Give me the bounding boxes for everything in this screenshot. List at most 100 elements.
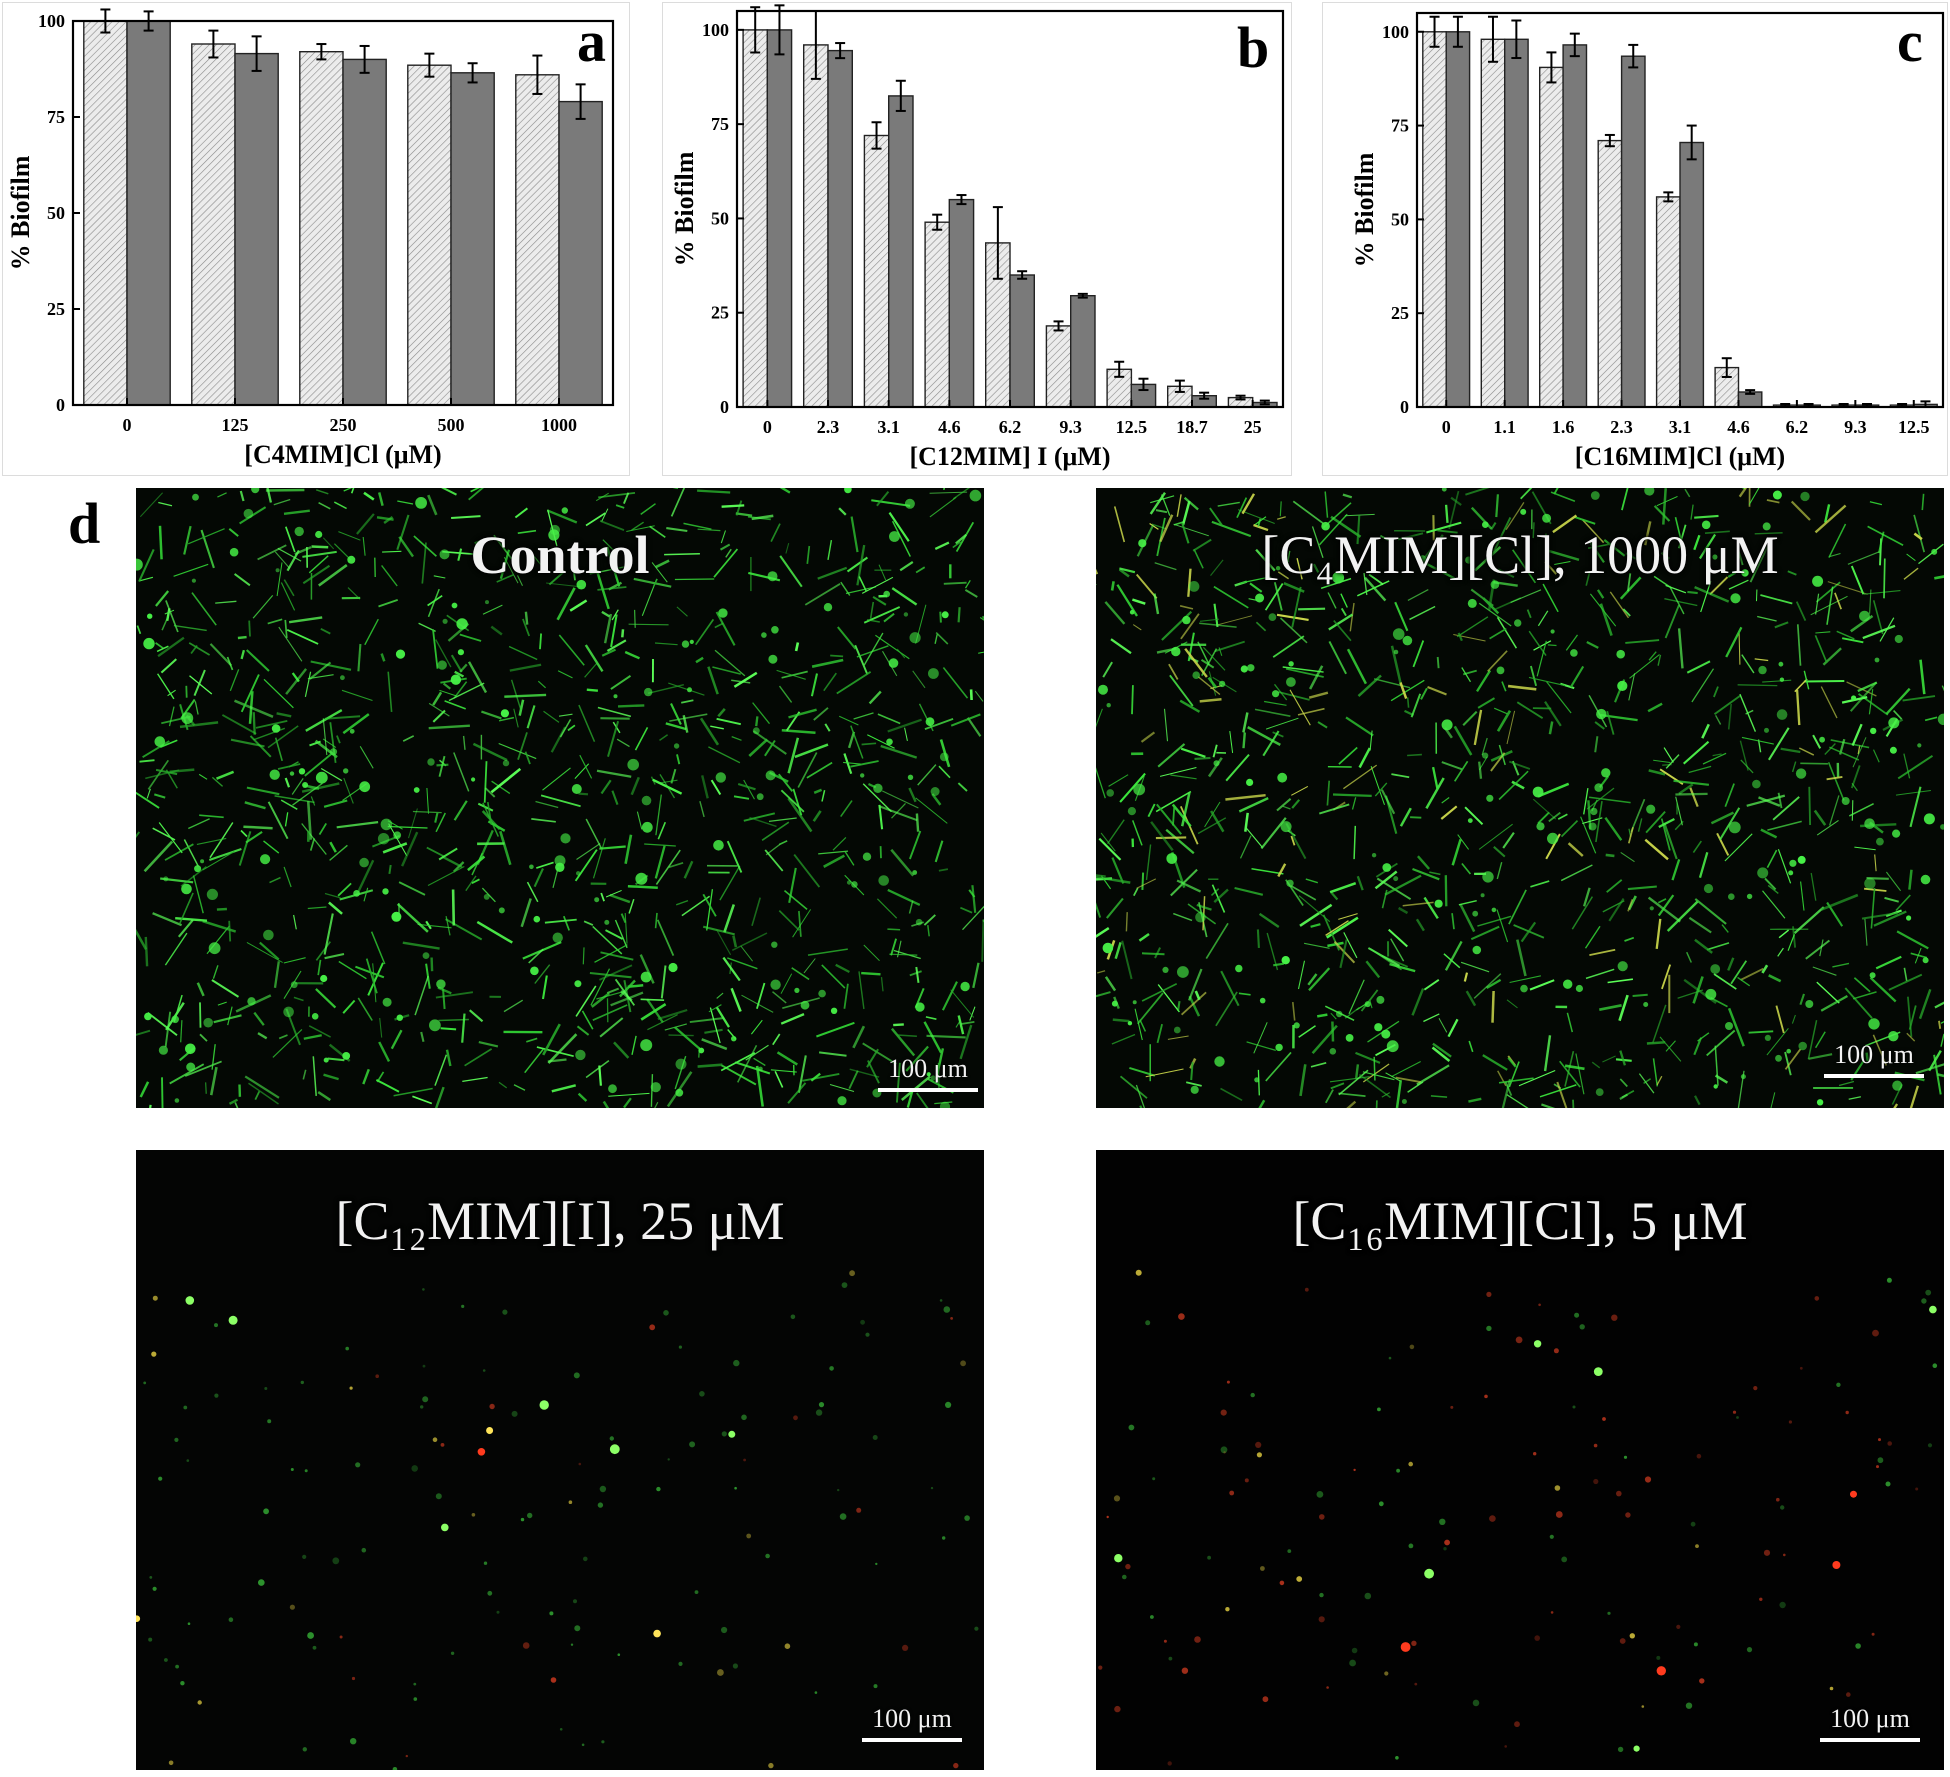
x-tick-label-a: 250	[330, 415, 357, 435]
micrograph-control: Control 100 μm	[136, 488, 984, 1108]
x-tick-label-a: 0	[123, 415, 132, 435]
error-bar-b-s1-5	[1077, 292, 1088, 299]
bar-c-s0-1	[1480, 38, 1506, 408]
x-tick-label-c: 1.1	[1493, 417, 1516, 437]
bar-a-s1-1	[234, 52, 279, 406]
chart-panel-c: 0 25 50 75 100 0 1.1 1.6 2.3 3.1 4.6 6.2 9.3 12.5 [C16…	[1322, 2, 1948, 476]
error-bar-b-s0-6	[1114, 360, 1125, 378]
bar-a-s0-0	[83, 20, 128, 406]
biofilm-texture	[1096, 488, 1944, 1108]
scale-bar-label: 100 μm	[1834, 1040, 1914, 1069]
x-tick-label-a: 1000	[541, 415, 577, 435]
micrograph-c12mim: [C₁₂MIM][I], 25 μM 100 μm	[136, 1150, 984, 1770]
y-axis-title-c: % Biofilm	[1350, 152, 1379, 267]
panel-letter-b: b	[1237, 15, 1269, 80]
x-tick-label-b: 12.5	[1116, 417, 1148, 437]
error-bar-c-s1-1	[1511, 19, 1522, 60]
micrograph-c16mim-image	[1098, 1269, 1938, 1766]
panel-letter-c: c	[1897, 9, 1923, 74]
bar-b-s0-0	[742, 29, 769, 408]
error-bar-c-s0-4	[1663, 191, 1674, 203]
y-axis-title-a: % Biofilm	[6, 155, 35, 270]
x-axis-title-a: [C4MIM]Cl (μM)	[244, 440, 441, 469]
error-bar-c-s0-1	[1487, 15, 1498, 63]
micrograph-label: [C₁₆MIM][Cl], 5 μM	[1292, 1191, 1748, 1251]
chart-b-svg: 0 25 50 75 100 0 2.3 3.1 4.6 6.2 9.3 12.5 18.7 25 [C12…	[670, 4, 1285, 471]
x-axis-title-c: [C16MIM]Cl (μM)	[1575, 442, 1785, 471]
x-tick-label-b: 2.3	[817, 417, 840, 437]
error-bar-b-s0-7	[1174, 379, 1185, 393]
bar-b-s1-4	[1009, 274, 1035, 408]
scale-bar-line	[878, 1088, 978, 1092]
y-tick-label-c: 50	[1391, 209, 1409, 229]
bar-c-s0-4	[1655, 196, 1681, 408]
y-tick-label-c: 0	[1400, 397, 1409, 417]
error-bar-c-s0-2	[1546, 51, 1557, 84]
bar-a-s0-3	[407, 64, 452, 406]
bar-c-s0-3	[1597, 139, 1623, 408]
scale-bar-line	[862, 1738, 962, 1742]
x-tick-label-c: 0	[1442, 417, 1451, 437]
micrograph-control-image	[136, 488, 984, 1108]
error-bar-c-s1-3	[1628, 43, 1639, 69]
y-tick-label-a: 100	[38, 11, 65, 31]
micrograph-c12mim-image	[136, 1270, 979, 1770]
bar-a-s0-1	[191, 43, 236, 406]
error-bar-a-s0-1	[208, 29, 219, 59]
bar-a-s1-2	[342, 58, 387, 406]
error-bar-c-s0-3	[1604, 133, 1615, 148]
y-tick-label-b: 75	[711, 114, 729, 134]
chart-panel-a: 0 25 50 75 100 0 125 250 500 1000 [C4MIM]Cl (μM)% …	[2, 2, 630, 476]
y-tick-label-b: 50	[711, 208, 729, 228]
x-tick-label-b: 9.3	[1059, 417, 1082, 437]
x-tick-label-b: 25	[1244, 417, 1262, 437]
y-tick-label-a: 25	[47, 299, 65, 319]
y-tick-label-a: 75	[47, 107, 65, 127]
x-tick-label-b: 6.2	[999, 417, 1022, 437]
bar-c-s1-4	[1679, 141, 1705, 408]
bar-b-s1-0	[766, 29, 793, 408]
error-bar-a-s1-2	[359, 44, 370, 74]
x-tick-label-b: 3.1	[877, 417, 900, 437]
bar-a-s1-0	[126, 20, 171, 406]
micrograph-label: [C₄MIM][Cl], 1000 μM	[1261, 525, 1779, 585]
y-tick-label-b: 0	[720, 397, 729, 417]
error-bar-c-s0-0	[1429, 15, 1440, 48]
bar-c-s0-2	[1538, 66, 1564, 408]
bar-b-s1-1	[827, 49, 853, 408]
y-tick-label-c: 25	[1391, 303, 1409, 323]
error-bar-a-s0-4	[532, 54, 543, 95]
x-tick-label-b: 0	[763, 417, 772, 437]
error-bar-b-s1-6	[1138, 377, 1149, 392]
bar-c-s1-0	[1445, 31, 1471, 408]
x-tick-label-a: 125	[222, 415, 249, 435]
bar-c-s0-0	[1422, 31, 1447, 408]
bar-b-s0-2	[863, 134, 890, 408]
scale-bar-label: 100 μm	[872, 1704, 952, 1733]
error-bar-b-s0-3	[932, 213, 943, 231]
error-bar-b-s1-0	[774, 4, 785, 56]
error-bar-a-s0-3	[424, 52, 435, 78]
error-bar-a-s1-1	[251, 35, 262, 72]
scale-bar-line	[1824, 1074, 1924, 1078]
error-bar-b-s1-3	[956, 194, 967, 206]
x-tick-label-c: 1.6	[1552, 417, 1575, 437]
bar-b-s1-2	[887, 95, 914, 408]
chart-panel-b: 0 25 50 75 100 0 2.3 3.1 4.6 6.2 9.3 12.5 18.7 25 [C12…	[662, 2, 1292, 476]
error-bar-b-s1-8	[1259, 399, 1270, 406]
scale-bar: 100 μm	[1820, 1704, 1920, 1742]
bar-b-s1-5	[1070, 295, 1096, 408]
x-tick-label-b: 18.7	[1176, 417, 1208, 437]
error-bar-b-s0-5	[1053, 320, 1064, 332]
x-tick-label-c: 6.2	[1786, 417, 1809, 437]
cell-dots-texture	[136, 1270, 979, 1770]
cell-dots-texture	[1098, 1269, 1938, 1766]
y-tick-label-a: 50	[47, 203, 65, 223]
error-bar-c-s1-0	[1452, 15, 1463, 48]
micrograph-c4mim-image	[1096, 488, 1944, 1108]
bar-c-s1-3	[1620, 55, 1646, 408]
scale-bar-label: 100 μm	[888, 1054, 968, 1083]
scale-bar-line	[1820, 1738, 1920, 1742]
x-axis-title-b: [C12MIM] I (μM)	[909, 442, 1110, 471]
